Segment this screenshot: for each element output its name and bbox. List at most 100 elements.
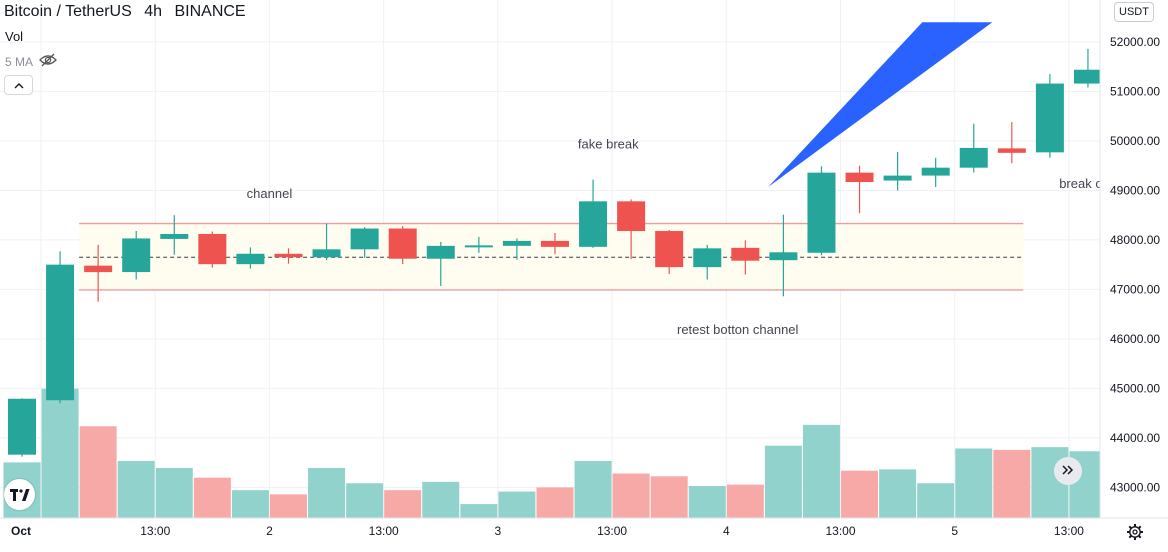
- candle-body: [122, 238, 151, 273]
- volume-indicator-label[interactable]: Vol: [5, 29, 24, 44]
- volume-bar: [384, 490, 422, 518]
- time-axis-bg: [0, 518, 1168, 552]
- currency-button[interactable]: USDT: [1114, 2, 1154, 22]
- volume-bar: [117, 461, 155, 518]
- time-tick-label: 13:00: [369, 524, 399, 538]
- gear-icon[interactable]: [1125, 522, 1145, 542]
- volume-bar: [346, 483, 384, 518]
- volume-bar: [498, 491, 536, 518]
- interval-label[interactable]: 4h: [144, 3, 163, 20]
- candle: [617, 199, 646, 260]
- candle: [959, 123, 988, 173]
- candle: [769, 214, 798, 297]
- double-chevron-right-icon: [1062, 462, 1074, 480]
- price-tick-label: 44000.00: [1110, 431, 1160, 445]
- candle-body: [883, 175, 912, 181]
- candle-body: [693, 248, 722, 268]
- price-tick-label: 47000.00: [1110, 282, 1160, 296]
- candle: [1035, 74, 1064, 158]
- candle: [46, 251, 75, 404]
- candle-body: [617, 201, 646, 232]
- annotation-arrow: [768, 22, 993, 187]
- ma-label: 5 MA: [5, 54, 34, 69]
- eye-crossed-icon[interactable]: [39, 53, 57, 70]
- candle-body: [502, 240, 531, 246]
- volume-bar: [726, 484, 764, 518]
- time-tick-label: 13:00: [1054, 524, 1084, 538]
- candle: [693, 244, 722, 280]
- volume-bars: [3, 388, 1107, 518]
- candle: [579, 179, 608, 248]
- candle: [84, 244, 113, 302]
- candle-body: [84, 265, 113, 273]
- candle: [464, 236, 493, 253]
- candle-body: [579, 201, 608, 247]
- time-axis[interactable]: Oct 13:00 2 13:00 3 13:00 4 13:00 5 13:00: [0, 517, 1168, 552]
- candle: [807, 166, 836, 256]
- scroll-to-realtime-button[interactable]: [1054, 457, 1082, 485]
- collapse-legend-button[interactable]: [4, 75, 33, 95]
- candle: [655, 230, 684, 275]
- volume-bar: [802, 424, 840, 518]
- candle: [921, 157, 950, 187]
- candle-body: [769, 252, 798, 261]
- volume-bar: [155, 467, 193, 518]
- volume-bar: [917, 483, 955, 518]
- candle: [122, 231, 151, 280]
- candle: [312, 223, 341, 261]
- volume-bar: [460, 504, 498, 518]
- annotation-label: channel: [247, 186, 293, 201]
- candle-body: [1035, 83, 1064, 153]
- candle: [1073, 48, 1102, 88]
- price-tick-label: 49000.00: [1110, 183, 1160, 197]
- volume-bar: [688, 486, 726, 518]
- time-tick-label: 2: [266, 524, 273, 538]
- price-axis[interactable]: 52000.00 51000.00 50000.00 49000.00 48000.00…: [1099, 0, 1168, 552]
- candle: [388, 226, 417, 265]
- candle: [845, 165, 874, 214]
- volume-bar: [536, 487, 574, 518]
- candle: [540, 232, 569, 255]
- candle-body: [921, 167, 950, 176]
- candle-body: [1073, 69, 1102, 84]
- chart-annotations: channel fake break retest botton channel br…: [247, 136, 1109, 337]
- candle-body: [426, 245, 455, 259]
- candle-body: [350, 228, 379, 250]
- candle-body: [46, 264, 75, 401]
- price-tick-label: 46000.00: [1110, 332, 1160, 346]
- moving-average-legend[interactable]: 5 MA: [5, 53, 57, 70]
- candle: [236, 247, 265, 269]
- candle-body: [312, 249, 341, 258]
- candle: [731, 240, 760, 275]
- volume-bar: [955, 448, 993, 518]
- volume-bar: [650, 476, 688, 518]
- volume-bar: [308, 467, 346, 518]
- price-axis-bg: [1100, 0, 1168, 552]
- volume-bar: [879, 469, 917, 518]
- candle: [350, 227, 379, 258]
- symbol-name[interactable]: Bitcoin / TetherUS: [4, 3, 132, 20]
- time-tick-label: 13:00: [140, 524, 170, 538]
- price-tick-label: 51000.00: [1110, 84, 1160, 98]
- tradingview-logo-icon[interactable]: [4, 479, 35, 510]
- candle-body: [236, 253, 265, 265]
- candlesticks: [8, 48, 1102, 457]
- time-tick-label: 5: [951, 524, 958, 538]
- candle: [883, 151, 912, 191]
- volume-bar: [841, 470, 879, 518]
- candle: [426, 241, 455, 286]
- candle-body: [731, 247, 760, 261]
- price-tick-label: 50000.00: [1110, 134, 1160, 148]
- candle-body: [198, 233, 227, 265]
- volume-bar: [41, 388, 79, 518]
- time-tick-label: 3: [495, 524, 502, 538]
- exchange-label[interactable]: BINANCE: [174, 3, 246, 20]
- candle-body: [959, 147, 988, 168]
- volume-bar: [269, 494, 307, 518]
- volume-bar: [422, 481, 460, 518]
- candle: [274, 248, 303, 264]
- symbol-header[interactable]: Bitcoin / TetherUS 4h BINANCE: [4, 3, 246, 21]
- candle: [997, 122, 1026, 164]
- volume-bar: [231, 490, 269, 518]
